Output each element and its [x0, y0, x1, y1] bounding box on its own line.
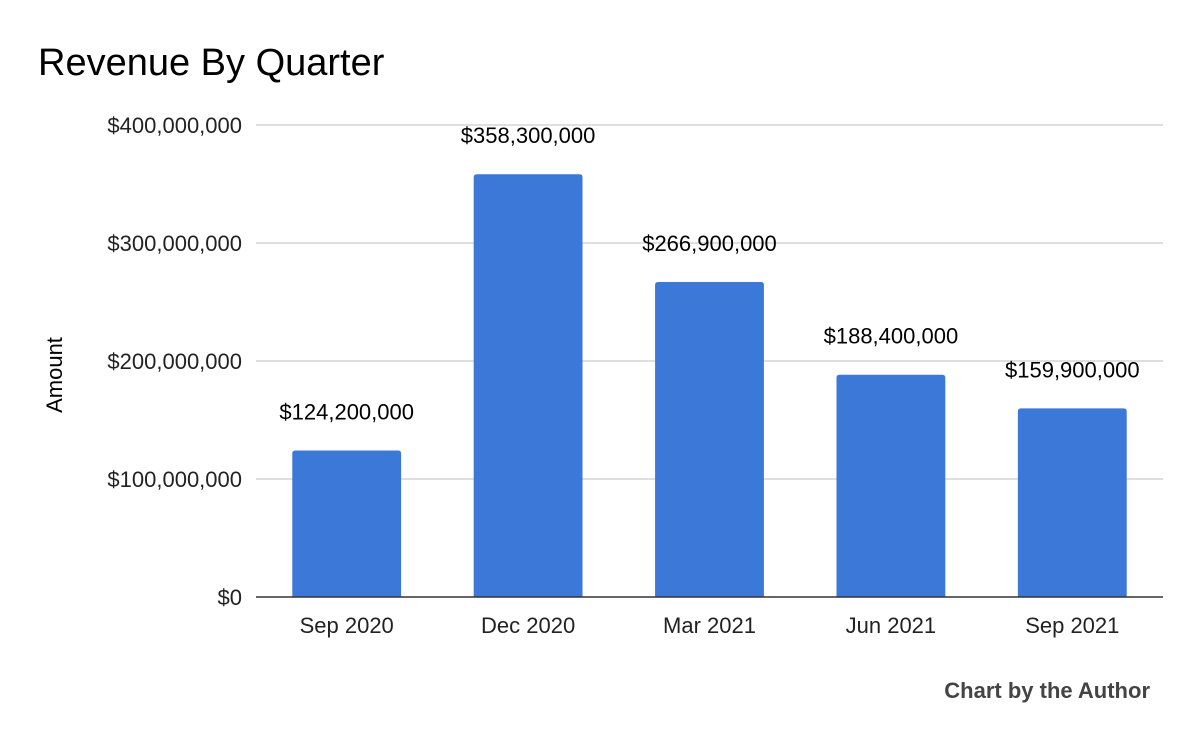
x-tick-label: Sep 2021 [1025, 613, 1119, 638]
x-tick-label: Dec 2020 [481, 613, 575, 638]
data-labels: $124,200,000 $358,300,000 $266,900,000 $188… [279, 123, 1139, 424]
y-axis-label: Amount [42, 337, 67, 413]
y-tick-label: $400,000,000 [107, 113, 242, 138]
data-label: $124,200,000 [279, 399, 414, 424]
bar [292, 450, 402, 597]
bar [1017, 408, 1127, 597]
chart-credit: Chart by the Author [944, 678, 1150, 703]
bar [836, 374, 946, 597]
bars [292, 174, 1127, 597]
x-axis-ticks: Sep 2020 Dec 2020 Mar 2021 Jun 2021 Sep 2021 [300, 613, 1120, 638]
x-tick-label: Jun 2021 [846, 613, 937, 638]
x-tick-label: Mar 2021 [663, 613, 756, 638]
bar [655, 282, 764, 597]
data-label: $266,900,000 [642, 231, 777, 256]
data-label: $188,400,000 [824, 324, 959, 349]
y-tick-label: $300,000,000 [107, 231, 242, 256]
x-tick-label: Sep 2020 [300, 613, 394, 638]
data-label: $159,900,000 [1005, 357, 1140, 382]
y-axis-ticks: $0 $100,000,000 $200,000,000 $300,000,000 $4… [107, 113, 242, 610]
bar [473, 174, 583, 597]
y-tick-label: $200,000,000 [107, 349, 242, 374]
y-tick-label: $100,000,000 [107, 467, 242, 492]
data-label: $358,300,000 [461, 123, 596, 148]
y-tick-label: $0 [218, 585, 242, 610]
chart-title: Revenue By Quarter [38, 42, 385, 84]
